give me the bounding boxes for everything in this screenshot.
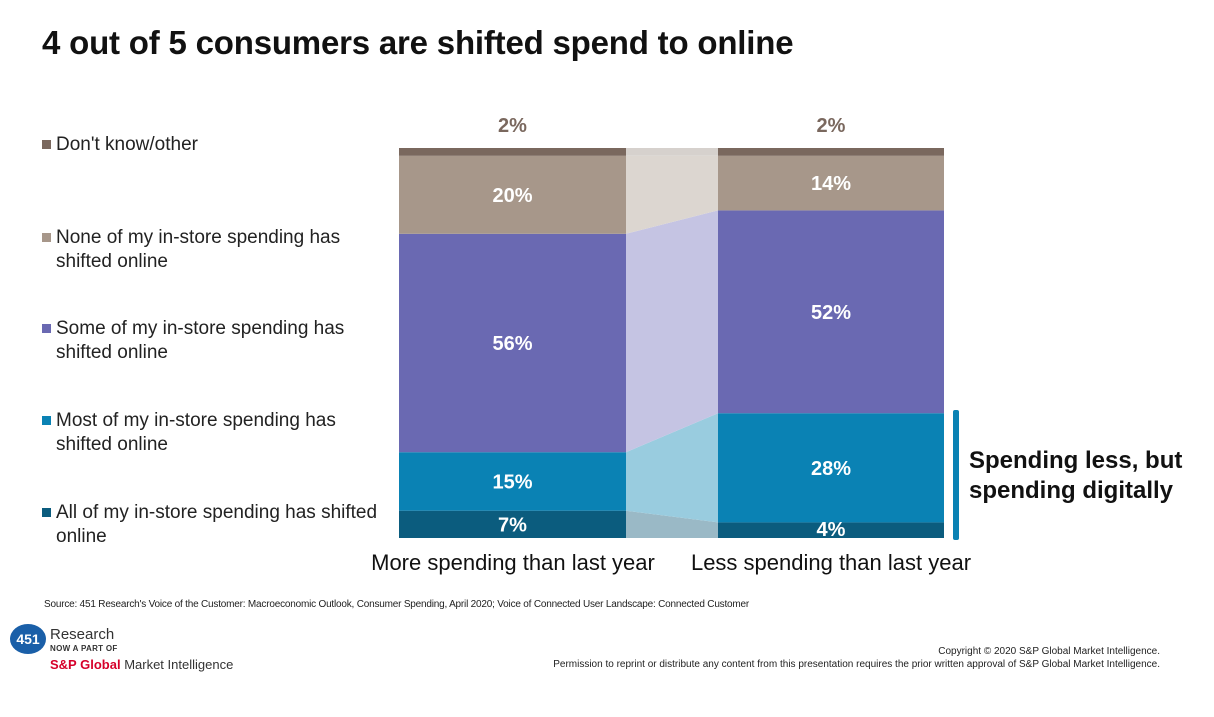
- legend-label-none: None of my in-store spending has shifted…: [56, 227, 341, 272]
- data-label-some-of-my-in-store-spending-has-shifted-online-1: 56%: [492, 333, 532, 355]
- connector-don-t-know-other: [626, 148, 718, 156]
- legend-item-most: Most of my in-store spending has shifted…: [42, 409, 382, 457]
- data-label-some-of-my-in-store-spending-has-shifted-online-2: 52%: [811, 302, 851, 324]
- logo-tagline: NOW A PART OF: [50, 644, 118, 653]
- legend-label-dont-know: Don't know/other: [56, 134, 198, 155]
- logo-company: S&P Global Market Intelligence: [50, 657, 233, 672]
- bar-segment-most-of-my-in-store-spending-has-shifted-online-1: [399, 452, 626, 511]
- bar-segment-some-of-my-in-store-spending-has-shifted-online-1: [399, 233, 626, 453]
- bar-segment-don-t-know-other-1: [399, 148, 626, 156]
- legend-swatch-some: [42, 324, 51, 333]
- data-label-don-t-know-other-2: 2%: [817, 115, 846, 137]
- bar-segment-all-of-my-in-store-spending-has-shifted-online-2: [718, 522, 944, 538]
- callout-text: Spending less, but spending digitally: [969, 446, 1209, 506]
- source-note: Source: 451 Research's Voice of the Cust…: [44, 599, 750, 610]
- legend-label-all: All of my in-store spending has shifted …: [56, 502, 378, 547]
- logo-research-text: Research: [50, 626, 115, 643]
- category-label-1: More spending than last year: [371, 550, 655, 575]
- legend-item-none: None of my in-store spending has shifted…: [42, 226, 382, 274]
- legend-item-all: All of my in-store spending has shifted …: [42, 501, 382, 549]
- legend-item-dont-know: Don't know/other: [42, 133, 382, 157]
- bar-segment-none-of-my-in-store-spending-has-shifted-online-1: [399, 155, 626, 234]
- bar-segment-don-t-know-other-2: [718, 148, 944, 156]
- logo-badge: 451: [10, 624, 46, 654]
- data-label-all-of-my-in-store-spending-has-shifted-online-1: 7%: [498, 514, 527, 536]
- connector-all-of-my-in-store-spending-has-shifted-online: [626, 510, 718, 538]
- copyright-line-2: Permission to reprint or distribute any …: [553, 659, 1160, 670]
- logo-sp-global: S&P Global: [50, 657, 121, 672]
- category-label-2: Less spending than last year: [691, 550, 971, 575]
- bar-segment-none-of-my-in-store-spending-has-shifted-online-2: [718, 155, 944, 211]
- data-label-most-of-my-in-store-spending-has-shifted-online-1: 15%: [492, 471, 532, 493]
- connector-none-of-my-in-store-spending-has-shifted-online: [626, 155, 718, 234]
- legend-swatch-dont-know: [42, 140, 51, 149]
- bar-segment-most-of-my-in-store-spending-has-shifted-online-2: [718, 413, 944, 523]
- copyright-line-1: Copyright © 2020 S&P Global Market Intel…: [938, 646, 1160, 657]
- legend-item-some: Some of my in-store spending has shifted…: [42, 317, 382, 365]
- copyright-notice: Copyright © 2020 S&P Global Market Intel…: [553, 645, 1160, 671]
- legend-swatch-none: [42, 233, 51, 242]
- legend-label-some: Some of my in-store spending has shifted…: [56, 318, 345, 363]
- connector-some-of-my-in-store-spending-has-shifted-online: [626, 210, 718, 453]
- legend-swatch-most: [42, 416, 51, 425]
- callout-line-1: Spending less, but: [969, 447, 1183, 474]
- data-label-most-of-my-in-store-spending-has-shifted-online-2: 28%: [811, 458, 851, 480]
- chart-title: 4 out of 5 consumers are shifted spend t…: [42, 24, 794, 61]
- bar-segment-some-of-my-in-store-spending-has-shifted-online-2: [718, 210, 944, 414]
- legend-swatch-all: [42, 508, 51, 517]
- callout-line-2: spending digitally: [969, 477, 1174, 504]
- logo-market-intelligence: Market Intelligence: [124, 657, 234, 672]
- callout-bracket: [953, 410, 959, 540]
- bar-segment-all-of-my-in-store-spending-has-shifted-online-1: [399, 510, 626, 538]
- connector-most-of-my-in-store-spending-has-shifted-online: [626, 413, 718, 523]
- data-label-all-of-my-in-store-spending-has-shifted-online-2: 4%: [817, 519, 846, 541]
- data-label-none-of-my-in-store-spending-has-shifted-online-2: 14%: [811, 173, 851, 195]
- data-label-don-t-know-other-1: 2%: [498, 115, 527, 137]
- legend-label-most: Most of my in-store spending has shifted…: [56, 410, 336, 455]
- data-label-none-of-my-in-store-spending-has-shifted-online-1: 20%: [492, 185, 532, 207]
- 451-research-logo: 451 Research NOW A PART OF S&P Global Ma…: [10, 618, 270, 678]
